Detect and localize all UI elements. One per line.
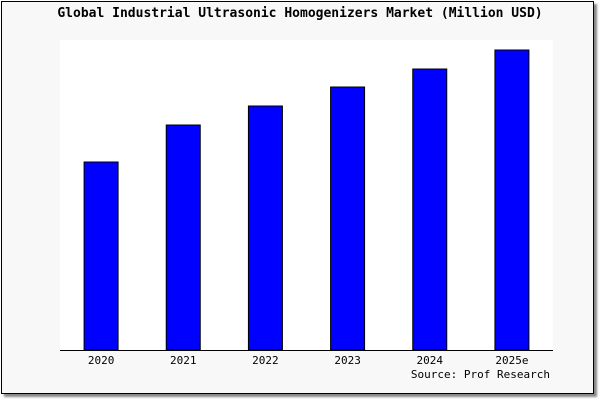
x-tick-label: 2025e bbox=[495, 354, 528, 367]
bar-2025e bbox=[494, 49, 530, 351]
bar-2024 bbox=[412, 68, 448, 351]
x-tick-label: 2021 bbox=[170, 354, 197, 367]
chart-title: Global Industrial Ultrasonic Homogenizer… bbox=[57, 6, 543, 21]
plot-area bbox=[60, 40, 553, 350]
x-tick-label: 2023 bbox=[334, 354, 361, 367]
bar-2020 bbox=[83, 161, 119, 351]
bar-2023 bbox=[330, 86, 366, 351]
bar-2021 bbox=[165, 124, 201, 351]
bar-2022 bbox=[247, 105, 283, 351]
x-tick-label: 2022 bbox=[252, 354, 279, 367]
source-note: Source: Prof Research bbox=[410, 368, 550, 381]
x-tick-label: 2020 bbox=[88, 354, 115, 367]
x-tick-label: 2024 bbox=[417, 354, 444, 367]
